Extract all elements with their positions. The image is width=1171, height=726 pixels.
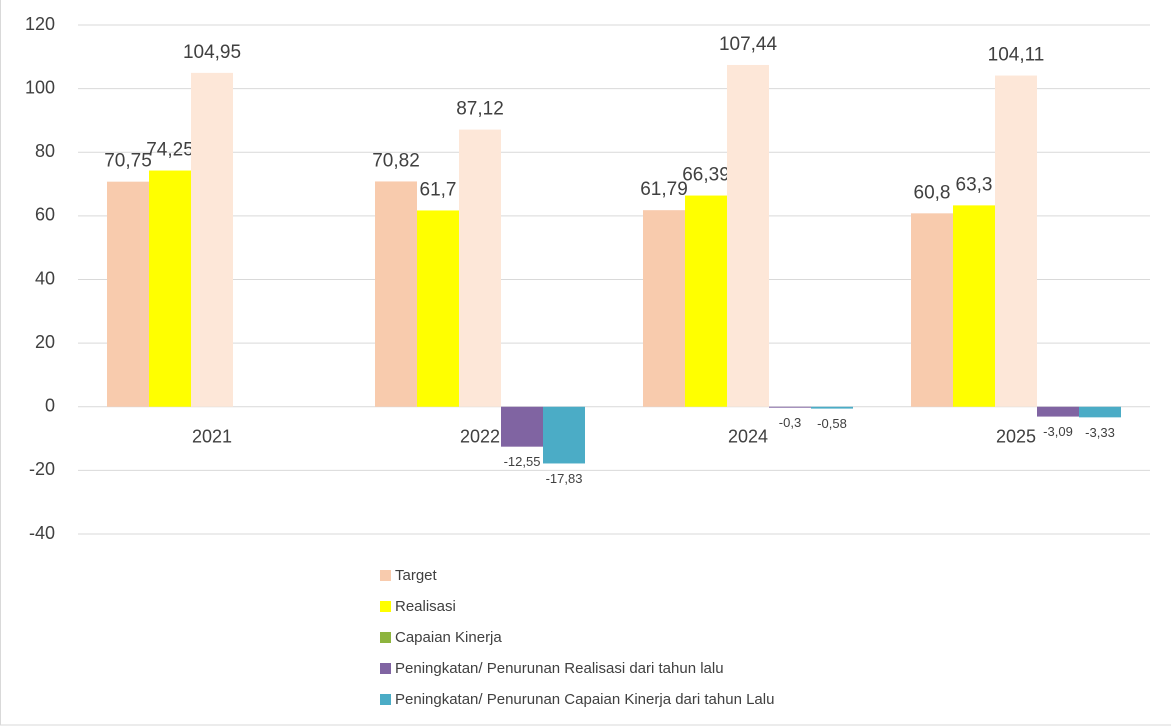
bar [107, 181, 149, 407]
data-label: -0,58 [817, 416, 847, 431]
data-label: 104,95 [183, 42, 241, 63]
legend-label: Realisasi [395, 598, 456, 615]
data-label: 104,11 [988, 45, 1045, 66]
bar [811, 406, 853, 409]
legend-swatch [380, 570, 391, 581]
bar [501, 406, 543, 447]
bar [543, 406, 585, 464]
data-label: 70,75 [104, 151, 152, 172]
bar [953, 205, 995, 407]
y-tick-label: -20 [29, 459, 55, 479]
y-tick-label: 120 [25, 14, 55, 34]
data-label: 87,12 [456, 99, 504, 120]
legend-label: Target [395, 567, 438, 584]
data-label: -12,55 [504, 454, 541, 469]
legend-swatch [380, 601, 391, 612]
bar [769, 406, 811, 408]
bar [643, 210, 685, 407]
legend-label: Peningkatan/ Penurunan Capaian Kinerja d… [395, 691, 774, 708]
bar [995, 75, 1037, 407]
x-tick-label: 2024 [728, 427, 768, 447]
data-label: -17,83 [546, 471, 583, 486]
y-tick-label: 40 [35, 268, 55, 288]
y-tick-label: 60 [35, 205, 55, 225]
bar [417, 210, 459, 407]
x-tick-label: 2022 [460, 427, 500, 447]
data-label: 107,44 [719, 34, 778, 55]
bar [685, 195, 727, 407]
bar [1079, 406, 1121, 418]
x-tick-label: 2021 [192, 427, 232, 447]
bar [375, 181, 417, 407]
data-label: 66,39 [682, 165, 730, 186]
legend-swatch [380, 663, 391, 674]
data-label: 61,7 [420, 179, 457, 200]
y-tick-label: 100 [25, 77, 55, 97]
data-label: 61,79 [640, 179, 688, 200]
bar [459, 129, 501, 407]
data-label: -3,33 [1085, 425, 1115, 440]
data-label: 60,8 [914, 182, 951, 203]
y-tick-label: 0 [45, 396, 55, 416]
y-tick-label: -40 [29, 523, 55, 543]
bar [149, 170, 191, 407]
bar [191, 72, 233, 407]
data-label: -3,09 [1043, 424, 1073, 439]
bar [1037, 406, 1079, 417]
legend-label: Peningkatan/ Penurunan Realisasi dari ta… [395, 660, 724, 677]
y-tick-label: 20 [35, 332, 55, 352]
x-tick-label: 2025 [996, 427, 1036, 447]
bar [727, 64, 769, 407]
legend-swatch [380, 632, 391, 643]
y-tick-label: 80 [35, 141, 55, 161]
data-label: 74,25 [146, 140, 194, 161]
legend-swatch [380, 694, 391, 705]
legend-label: Capaian Kinerja [395, 629, 502, 646]
data-label: -0,3 [779, 415, 801, 430]
data-label: 70,82 [372, 150, 420, 171]
bar [911, 213, 953, 407]
data-label: 63,3 [956, 174, 993, 195]
